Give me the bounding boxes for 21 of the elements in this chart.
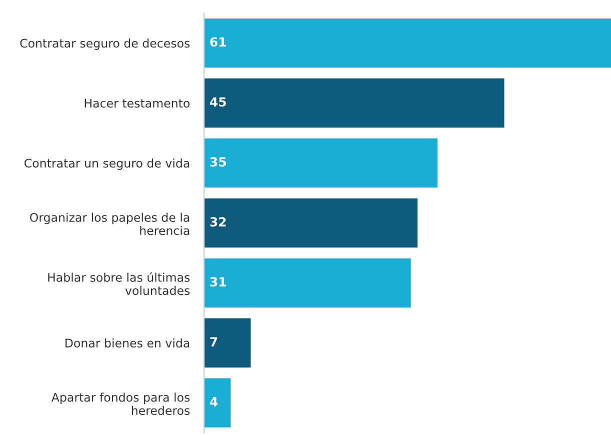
data-label: 35 (210, 157, 226, 167)
y-tick-label: Organizar los papeles de la herencia (30, 212, 190, 236)
y-tick-label: Contratar seguro de decesos (20, 38, 190, 50)
data-label: 45 (210, 97, 226, 107)
bar (204, 378, 231, 428)
bar (204, 138, 438, 188)
data-label: 31 (210, 277, 226, 287)
bar (204, 18, 611, 68)
bar (204, 78, 504, 128)
bar (204, 258, 411, 308)
y-tick-label: Apartar fondos para los herederos (51, 392, 190, 415)
y-tick-label: Donar bienes en vida (66, 338, 190, 348)
y-tick-label: Hacer testamento (84, 98, 190, 108)
data-label: 4 (210, 397, 218, 406)
y-tick-label: Hablar sobre las últimas voluntades (48, 272, 190, 296)
bar (204, 318, 251, 368)
data-label: 61 (210, 37, 226, 47)
y-tick-label: Contratar un seguro de vida (24, 158, 190, 170)
bar (204, 198, 418, 248)
data-label: 32 (210, 217, 226, 227)
data-label: 7 (210, 337, 218, 346)
